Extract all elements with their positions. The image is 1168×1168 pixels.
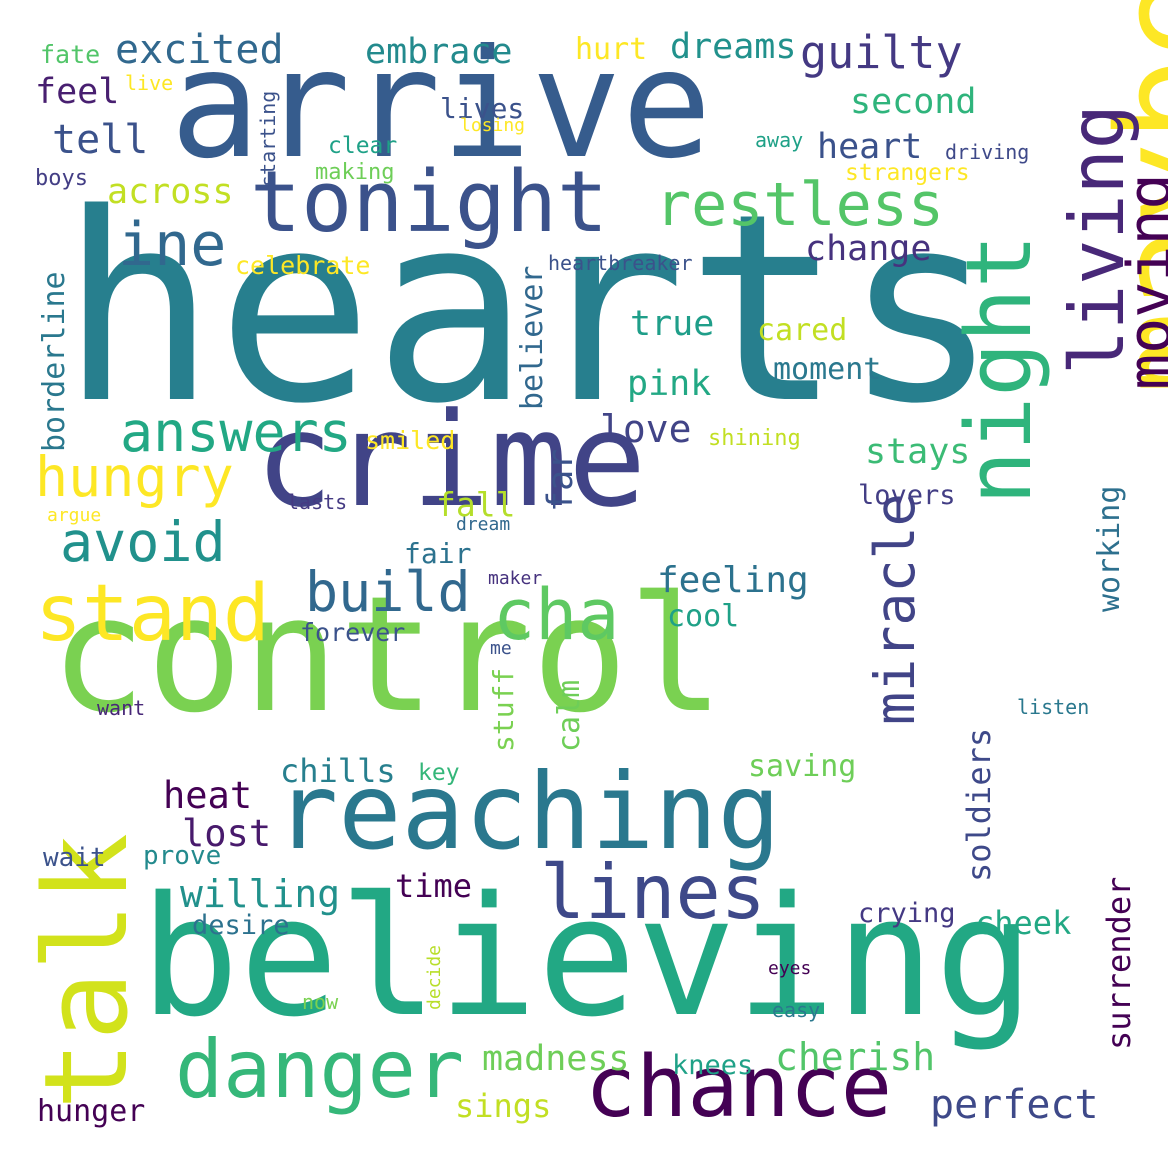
word-clear: clear bbox=[328, 133, 398, 159]
word-believer: believer bbox=[515, 265, 550, 411]
word-wait: wait bbox=[43, 843, 106, 873]
word-hungry: hungry bbox=[35, 445, 234, 509]
word-live: live bbox=[125, 71, 174, 95]
word-saving: saving bbox=[748, 749, 857, 784]
word-cool: cool bbox=[667, 599, 740, 634]
word-hurt: hurt bbox=[575, 32, 648, 67]
word-chance: chance bbox=[585, 1038, 893, 1137]
word-embrace: embrace bbox=[365, 32, 513, 72]
word-hearts: hearts bbox=[60, 159, 1000, 461]
word-dream: dream bbox=[456, 514, 511, 535]
word-lost: lost bbox=[182, 812, 272, 855]
word-lines: lines bbox=[540, 848, 766, 936]
word-far: far bbox=[541, 448, 581, 512]
word-perfect: perfect bbox=[930, 1082, 1099, 1128]
word-excited: excited bbox=[115, 27, 284, 73]
word-dreams: dreams bbox=[670, 27, 797, 67]
word-madness: madness bbox=[482, 1039, 630, 1079]
word-calm: calm bbox=[552, 679, 587, 752]
word-now: now bbox=[302, 990, 339, 1014]
word-argue: argue bbox=[47, 505, 102, 526]
word-miracle: miracle bbox=[863, 493, 927, 725]
word-easy: easy bbox=[772, 998, 821, 1022]
word-forever: forever bbox=[300, 618, 406, 647]
word-believing: believing bbox=[140, 861, 1035, 1053]
word-cared: cared bbox=[757, 313, 848, 348]
word-moving: moving bbox=[1115, 173, 1168, 390]
word-key: key bbox=[418, 760, 460, 786]
word-love: love bbox=[600, 407, 692, 451]
word-chills: chills bbox=[280, 752, 396, 790]
word-want: want bbox=[97, 696, 146, 720]
word-knees: knees bbox=[672, 1050, 754, 1081]
word-reaching: reaching bbox=[275, 751, 781, 873]
word-decide: decide bbox=[424, 944, 445, 1010]
word-listen: listen bbox=[1017, 695, 1090, 719]
word-ine: ine bbox=[118, 210, 227, 280]
word-true: true bbox=[630, 304, 715, 344]
word-tonight: tonight bbox=[250, 153, 609, 252]
word-crying: crying bbox=[858, 898, 956, 929]
word-fall: fall bbox=[436, 485, 516, 524]
word-cherish: cherish bbox=[775, 1035, 936, 1079]
word-me: me bbox=[490, 638, 512, 659]
word-fair: fair bbox=[404, 537, 472, 570]
word-talk: talk bbox=[20, 833, 154, 1110]
word-stays: stays bbox=[865, 432, 971, 472]
word-starting: starting bbox=[256, 90, 280, 187]
word-restless: restless bbox=[655, 170, 944, 240]
word-boys: boys bbox=[35, 166, 88, 191]
word-time: time bbox=[395, 867, 473, 905]
word-soldiers: soldiers bbox=[960, 727, 998, 882]
word-surrender: surrender bbox=[1100, 876, 1138, 1050]
word-pink: pink bbox=[627, 364, 712, 404]
word-prove: prove bbox=[143, 841, 222, 871]
word-borderline: borderline bbox=[37, 271, 72, 452]
word-crime: crime bbox=[255, 384, 647, 536]
word-celebrate: celebrate bbox=[235, 251, 371, 280]
word-fate: fate bbox=[40, 40, 101, 69]
word-sings: sings bbox=[455, 1087, 552, 1125]
word-build: build bbox=[305, 560, 471, 624]
word-eyes: eyes bbox=[768, 958, 812, 979]
word-stuff: stuff bbox=[487, 667, 520, 752]
word-desire: desire bbox=[192, 910, 290, 941]
word-lovers: lovers bbox=[858, 480, 956, 511]
word-maker: maker bbox=[488, 568, 543, 589]
word-cheek: cheek bbox=[975, 904, 1072, 942]
word-feeling: feeling bbox=[657, 560, 809, 601]
word-arrive: arrive bbox=[170, 18, 712, 192]
word-guilty: guilty bbox=[800, 26, 963, 79]
word-stand: stand bbox=[35, 569, 270, 659]
word-smiled: smiled bbox=[365, 426, 456, 455]
word-heat: heat bbox=[163, 774, 253, 817]
word-heartbreaker: heartbreaker bbox=[548, 251, 693, 275]
word-driving: driving bbox=[945, 140, 1030, 164]
word-strangers: strangers bbox=[845, 160, 970, 186]
word-avoid: avoid bbox=[60, 510, 226, 574]
word-cha: cha bbox=[493, 574, 620, 656]
word-second: second bbox=[850, 82, 977, 122]
word-moment: moment bbox=[773, 352, 882, 387]
word-shining: shining bbox=[708, 426, 801, 451]
word-feel: feel bbox=[35, 72, 120, 112]
word-working: working bbox=[1092, 485, 1127, 612]
word-losing: losing bbox=[460, 115, 526, 136]
word-hunger: hunger bbox=[37, 1094, 146, 1129]
word-lasts: lasts bbox=[287, 490, 348, 514]
word-away: away bbox=[755, 128, 804, 152]
word-change: change bbox=[805, 229, 932, 269]
word-answers: answers bbox=[120, 400, 352, 464]
word-willing: willing bbox=[180, 872, 341, 916]
word-heart: heart bbox=[817, 127, 923, 167]
word-making: making bbox=[315, 160, 395, 185]
word-danger: danger bbox=[175, 1023, 464, 1116]
word-control: control bbox=[50, 561, 725, 748]
word-lives: lives bbox=[440, 92, 525, 125]
word-tell: tell bbox=[52, 117, 149, 163]
word-across: across bbox=[107, 172, 234, 212]
